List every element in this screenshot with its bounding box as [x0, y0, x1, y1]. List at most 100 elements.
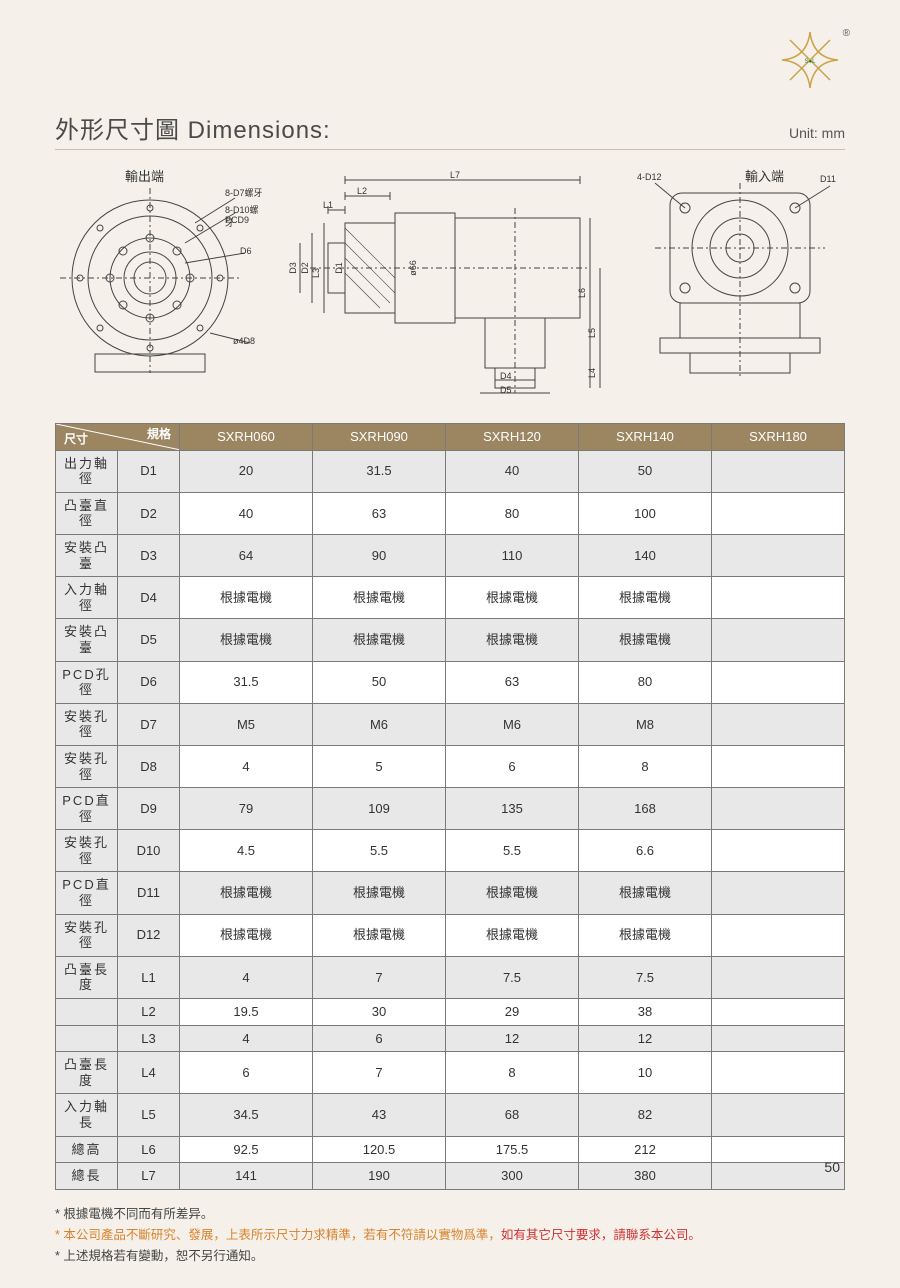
table-corner: 規格 尺寸 — [56, 424, 180, 451]
cell-value: 19.5 — [180, 999, 313, 1026]
cell-value: 64 — [180, 534, 313, 576]
dim-D3: D3 — [288, 262, 298, 274]
cell-value — [712, 872, 845, 914]
footnotes: * 根據電機不同而有所差异。 * 本公司產品不斷研究、發展，上表所示尺寸力求精準… — [55, 1204, 845, 1268]
row-code: D11 — [118, 872, 180, 914]
cell-value: 12 — [579, 1025, 712, 1052]
footnote-2-orange: * 本公司產品不斷研究、發展，上表所示尺寸力求精準，若有不符請以實物爲準， — [55, 1228, 501, 1242]
row-name: 入力軸長 — [56, 1094, 118, 1136]
cell-value: 40 — [180, 492, 313, 534]
dim-L3: L3 — [311, 268, 321, 278]
cell-value — [712, 1052, 845, 1094]
unit-label: Unit: mm — [789, 125, 845, 141]
cell-value — [712, 534, 845, 576]
cell-value: 根據電機 — [180, 619, 313, 661]
row-name: 安裝孔徑 — [56, 914, 118, 956]
model-col-4: SXRH180 — [712, 424, 845, 451]
row-code: D2 — [118, 492, 180, 534]
cell-value: 根據電機 — [313, 872, 446, 914]
row-code: L1 — [118, 956, 180, 998]
cell-value: 300 — [446, 1163, 579, 1190]
cell-value: 根據電機 — [180, 872, 313, 914]
cell-value: 根據電機 — [180, 914, 313, 956]
dim-D5: D5 — [500, 385, 512, 395]
cell-value — [712, 788, 845, 830]
row-code: L5 — [118, 1094, 180, 1136]
row-name: 凸臺長度 — [56, 1052, 118, 1094]
cell-value — [712, 914, 845, 956]
dim-L6: L6 — [577, 288, 587, 298]
row-name: PCD直徑 — [56, 788, 118, 830]
technical-drawings: 輸出端 — [55, 168, 845, 403]
cell-value: 90 — [313, 534, 446, 576]
table-row: 凸臺長度L467810 — [56, 1052, 845, 1094]
cell-value: 根據電機 — [446, 914, 579, 956]
footnote-2: * 本公司產品不斷研究、發展，上表所示尺寸力求精準，若有不符請以實物爲準，如有其… — [55, 1225, 845, 1246]
cell-value: M5 — [180, 703, 313, 745]
cell-value: 7.5 — [579, 956, 712, 998]
cell-value — [712, 619, 845, 661]
table-row: 出力軸徑D12031.54050 — [56, 450, 845, 492]
cell-value — [712, 999, 845, 1026]
footnote-2-red: 如有其它尺寸要求，請聯系本公司。 — [501, 1228, 701, 1242]
cell-value — [712, 745, 845, 787]
cell-value: 110 — [446, 534, 579, 576]
row-name — [56, 999, 118, 1026]
cell-value: 40 — [446, 450, 579, 492]
row-code: L2 — [118, 999, 180, 1026]
row-code: D3 — [118, 534, 180, 576]
table-row: 凸臺直徑D2406380100 — [56, 492, 845, 534]
cell-value: 68 — [446, 1094, 579, 1136]
table-row: 安裝凸臺D5根據電機根據電機根據電機根據電機 — [56, 619, 845, 661]
table-row: 安裝孔徑D7M5M6M6M8 — [56, 703, 845, 745]
row-name: PCD直徑 — [56, 872, 118, 914]
corner-top-label: 規格 — [147, 427, 171, 441]
callout-4d8: ø4D8 — [233, 336, 255, 346]
row-name — [56, 1025, 118, 1052]
callout-pcd9: PCD9 — [225, 215, 249, 225]
cell-value: 5.5 — [446, 830, 579, 872]
cell-value — [712, 661, 845, 703]
cell-value: 43 — [313, 1094, 446, 1136]
cell-value: 12 — [446, 1025, 579, 1052]
table-row: L219.5302938 — [56, 999, 845, 1026]
cell-value: 根據電機 — [579, 872, 712, 914]
drawing-input-flange — [635, 168, 845, 388]
table-row: PCD直徑D979109135168 — [56, 788, 845, 830]
cell-value: 根據電機 — [446, 872, 579, 914]
corner-bottom-label: 尺寸 — [64, 432, 88, 446]
row-code: D9 — [118, 788, 180, 830]
cell-value: 380 — [579, 1163, 712, 1190]
registered-mark: ® — [843, 28, 850, 39]
dim-L2: L2 — [357, 186, 367, 196]
cell-value: 63 — [446, 661, 579, 703]
cell-value — [712, 577, 845, 619]
callout-4d12: 4-D12 — [637, 172, 662, 182]
dim-L1: L1 — [323, 200, 333, 210]
cell-value: 34.5 — [180, 1094, 313, 1136]
table-row: 入力軸長L534.5436882 — [56, 1094, 845, 1136]
row-name: 安裝凸臺 — [56, 619, 118, 661]
row-code: D8 — [118, 745, 180, 787]
row-code: D5 — [118, 619, 180, 661]
row-name: 凸臺長度 — [56, 956, 118, 998]
row-name: 凸臺直徑 — [56, 492, 118, 534]
row-code: L7 — [118, 1163, 180, 1190]
row-name: 安裝孔徑 — [56, 830, 118, 872]
cell-value: 82 — [579, 1094, 712, 1136]
row-name: PCD孔徑 — [56, 661, 118, 703]
cell-value — [712, 450, 845, 492]
cell-value: 63 — [313, 492, 446, 534]
brand-logo: S●L — [780, 30, 840, 90]
model-col-0: SXRH060 — [180, 424, 313, 451]
row-code: D12 — [118, 914, 180, 956]
cell-value: 31.5 — [180, 661, 313, 703]
row-name: 安裝凸臺 — [56, 534, 118, 576]
row-code: D7 — [118, 703, 180, 745]
cell-value: 根據電機 — [579, 619, 712, 661]
cell-value: M8 — [579, 703, 712, 745]
svg-text:S●L: S●L — [805, 59, 817, 65]
cell-value: 175.5 — [446, 1136, 579, 1163]
cell-value: 6 — [313, 1025, 446, 1052]
cell-value: 7 — [313, 956, 446, 998]
